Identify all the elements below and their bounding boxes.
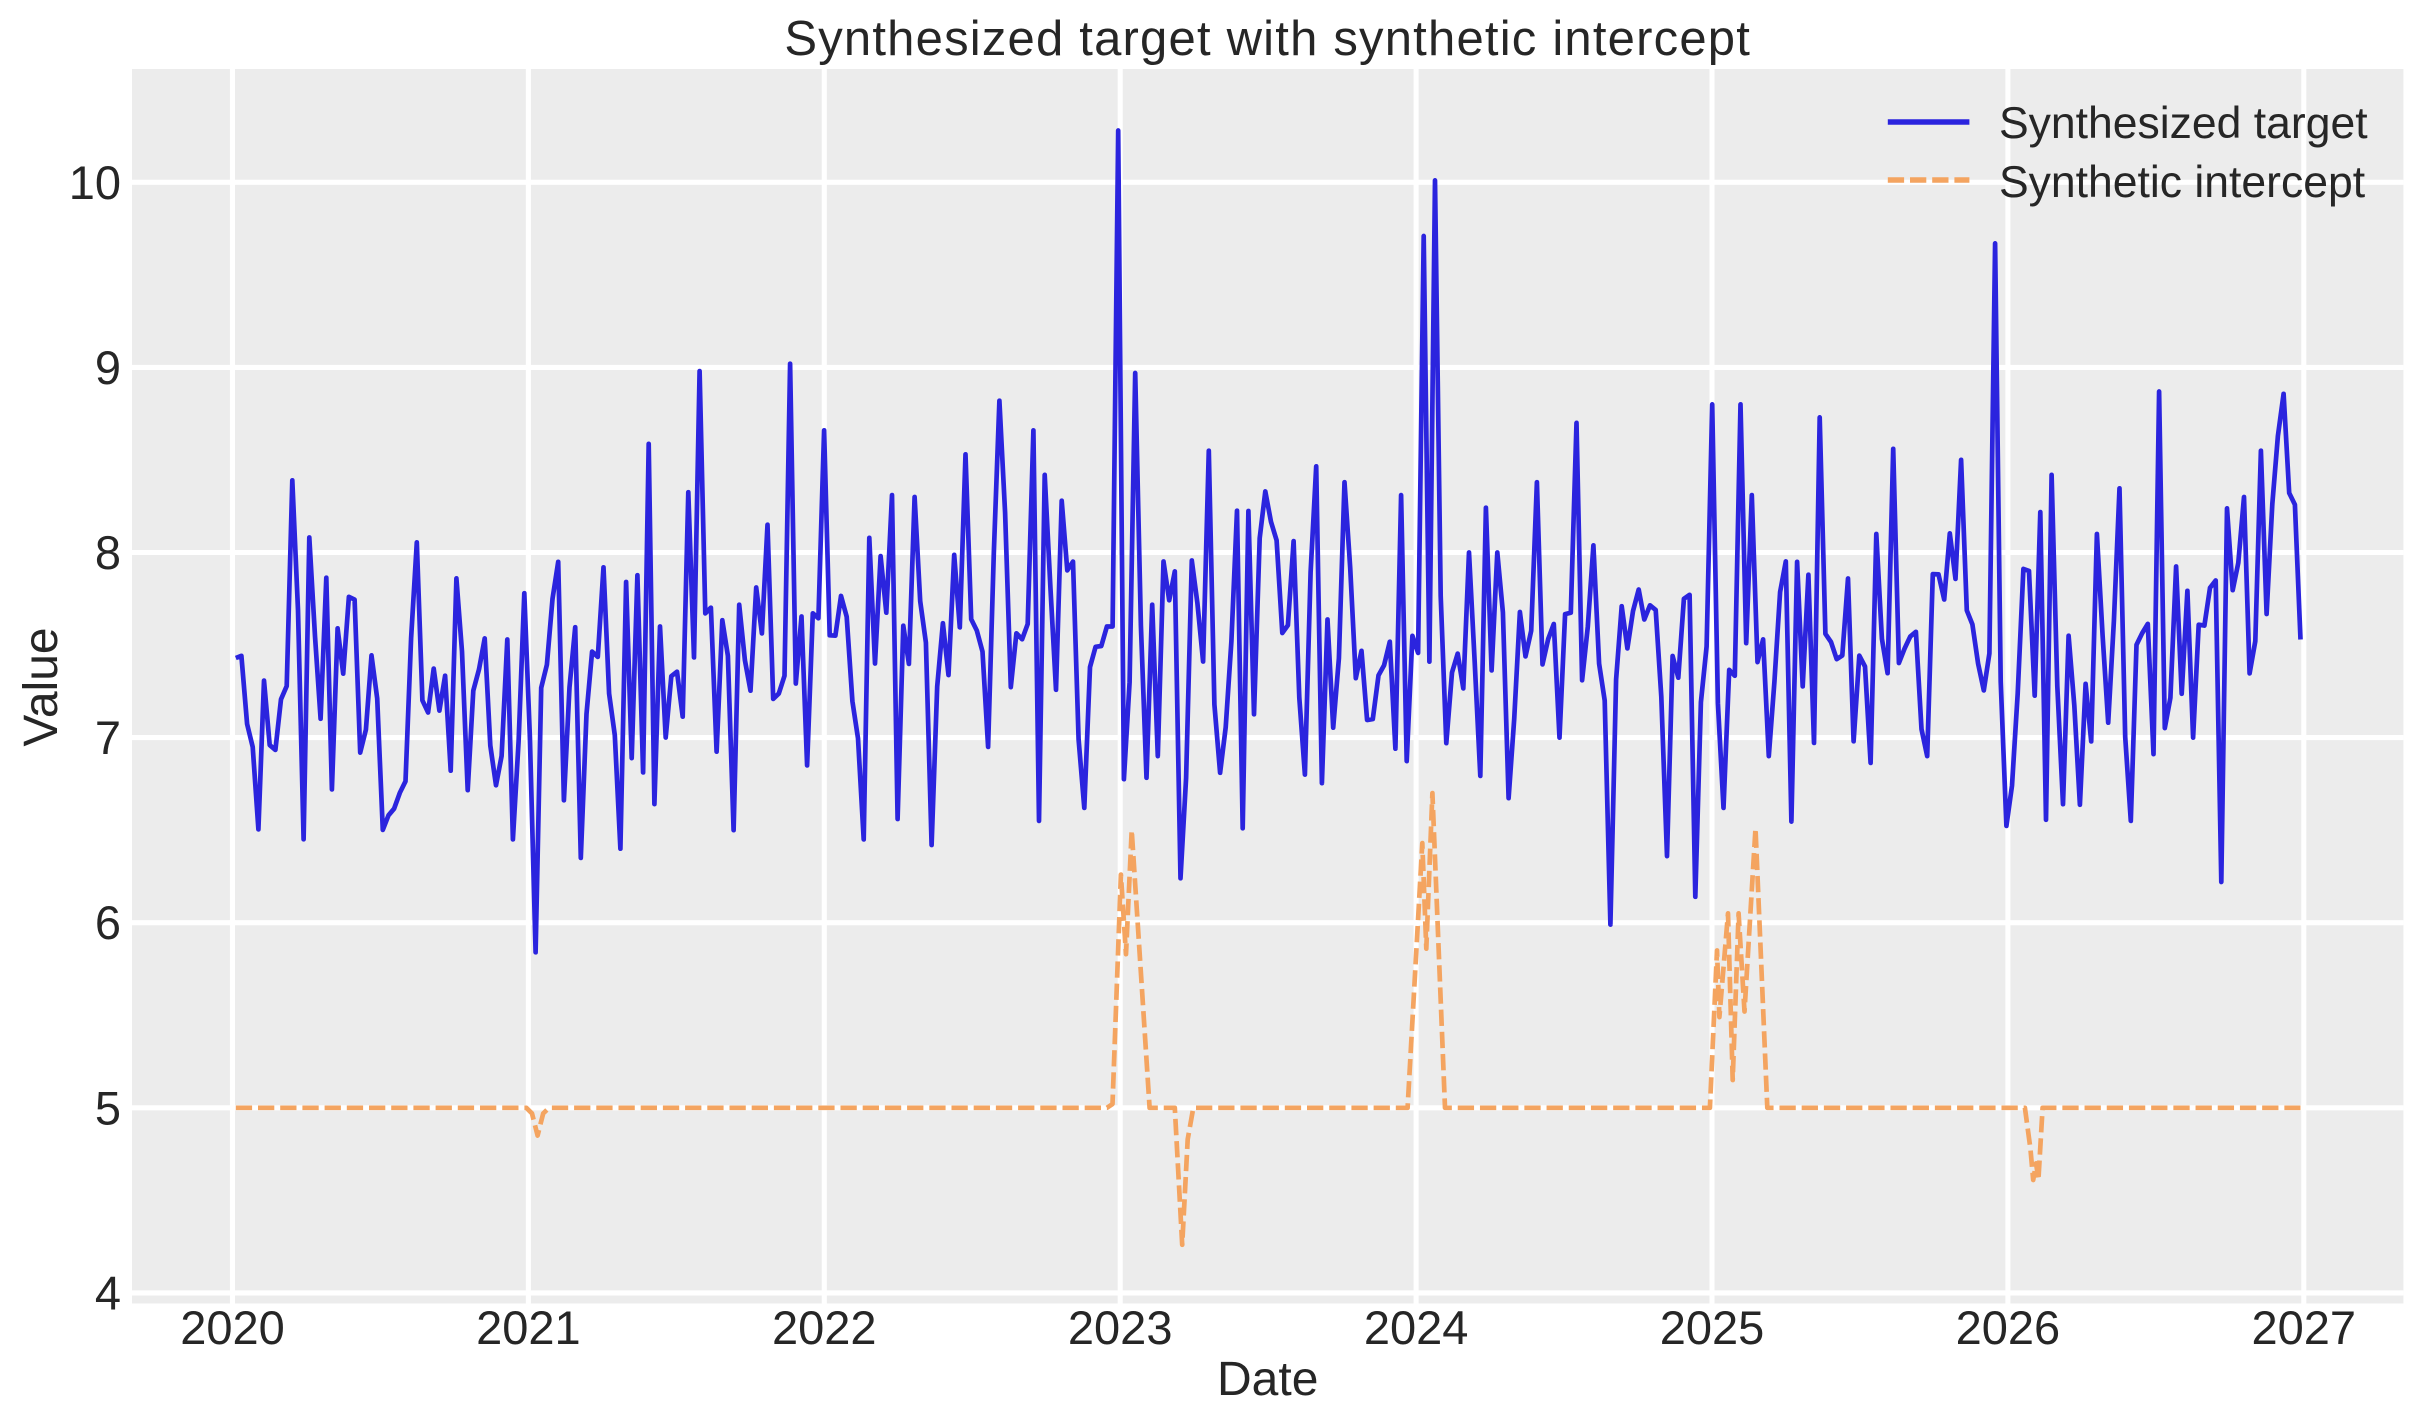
svg-text:Date: Date bbox=[1217, 1353, 1318, 1406]
svg-text:Value: Value bbox=[15, 627, 68, 746]
svg-text:6: 6 bbox=[95, 896, 121, 949]
svg-text:2023: 2023 bbox=[1068, 1301, 1173, 1354]
svg-text:2022: 2022 bbox=[772, 1301, 877, 1354]
svg-text:4: 4 bbox=[95, 1266, 121, 1319]
svg-text:Synthetic intercept: Synthetic intercept bbox=[1999, 158, 2366, 207]
svg-text:2026: 2026 bbox=[1956, 1301, 2061, 1354]
svg-text:Synthesized target: Synthesized target bbox=[1999, 99, 2368, 148]
svg-text:10: 10 bbox=[69, 156, 121, 209]
svg-text:Synthesized target with synthe: Synthesized target with synthetic interc… bbox=[784, 12, 1751, 66]
svg-text:7: 7 bbox=[95, 711, 121, 764]
svg-text:8: 8 bbox=[95, 526, 121, 579]
svg-text:2027: 2027 bbox=[2252, 1301, 2357, 1354]
svg-text:2021: 2021 bbox=[476, 1301, 581, 1354]
svg-text:2025: 2025 bbox=[1660, 1301, 1765, 1354]
svg-text:5: 5 bbox=[95, 1081, 121, 1134]
svg-text:9: 9 bbox=[95, 341, 121, 394]
svg-text:2024: 2024 bbox=[1364, 1301, 1469, 1354]
svg-text:2020: 2020 bbox=[180, 1301, 285, 1354]
